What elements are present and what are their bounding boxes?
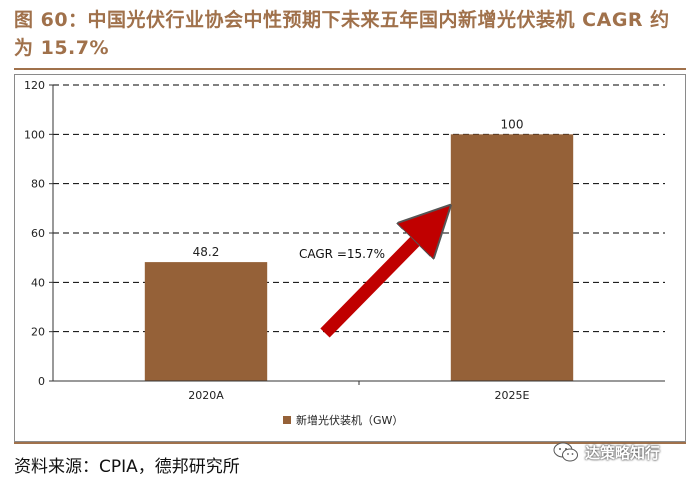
y-tick-label: 20 [31, 326, 45, 339]
bar [450, 134, 574, 381]
legend-swatch [283, 416, 291, 424]
x-tick-label: 2020A [188, 389, 224, 402]
y-tick-label: 80 [31, 178, 45, 191]
y-tick-label: 40 [31, 276, 45, 289]
data-label: 48.2 [193, 245, 220, 259]
wechat-icon [553, 442, 578, 462]
y-tick-label: 120 [24, 79, 45, 92]
legend-label: 新增光伏装机（GW） [296, 413, 403, 427]
bar [144, 262, 268, 381]
bar-chart: 48.2 100 0 20 40 60 80 100 120 2020A 2025E CAGR … [24, 79, 665, 427]
chart-frame: 48.2 100 0 20 40 60 80 100 120 2020A 2025E CAGR … [14, 74, 686, 442]
x-tick-label: 2025E [495, 389, 530, 402]
data-label: 100 [501, 117, 524, 131]
source-note: 资料来源：CPIA，德邦研究所 [14, 457, 240, 477]
y-tick-label: 100 [24, 128, 45, 141]
x-axis-ticks: 2020A 2025E [188, 381, 530, 402]
y-tick-label: 60 [31, 227, 45, 240]
figure-title: 图 60：中国光伏行业协会中性预期下未来五年国内新增光伏装机 CAGR 约为 1… [14, 9, 670, 59]
y-axis-ticks: 0 20 40 60 80 100 120 [24, 79, 53, 388]
cagr-annotation: CAGR =15.7% [299, 247, 385, 261]
watermark-text: 达策略知行 [585, 443, 661, 462]
watermark: 达策略知行 [553, 440, 660, 464]
bar-group: 48.2 100 [144, 117, 574, 381]
bottom-divider [14, 442, 686, 444]
title-divider [14, 68, 686, 70]
legend: 新增光伏装机（GW） [283, 413, 403, 427]
y-tick-label: 0 [38, 375, 45, 388]
cagr-arrow [320, 223, 433, 338]
